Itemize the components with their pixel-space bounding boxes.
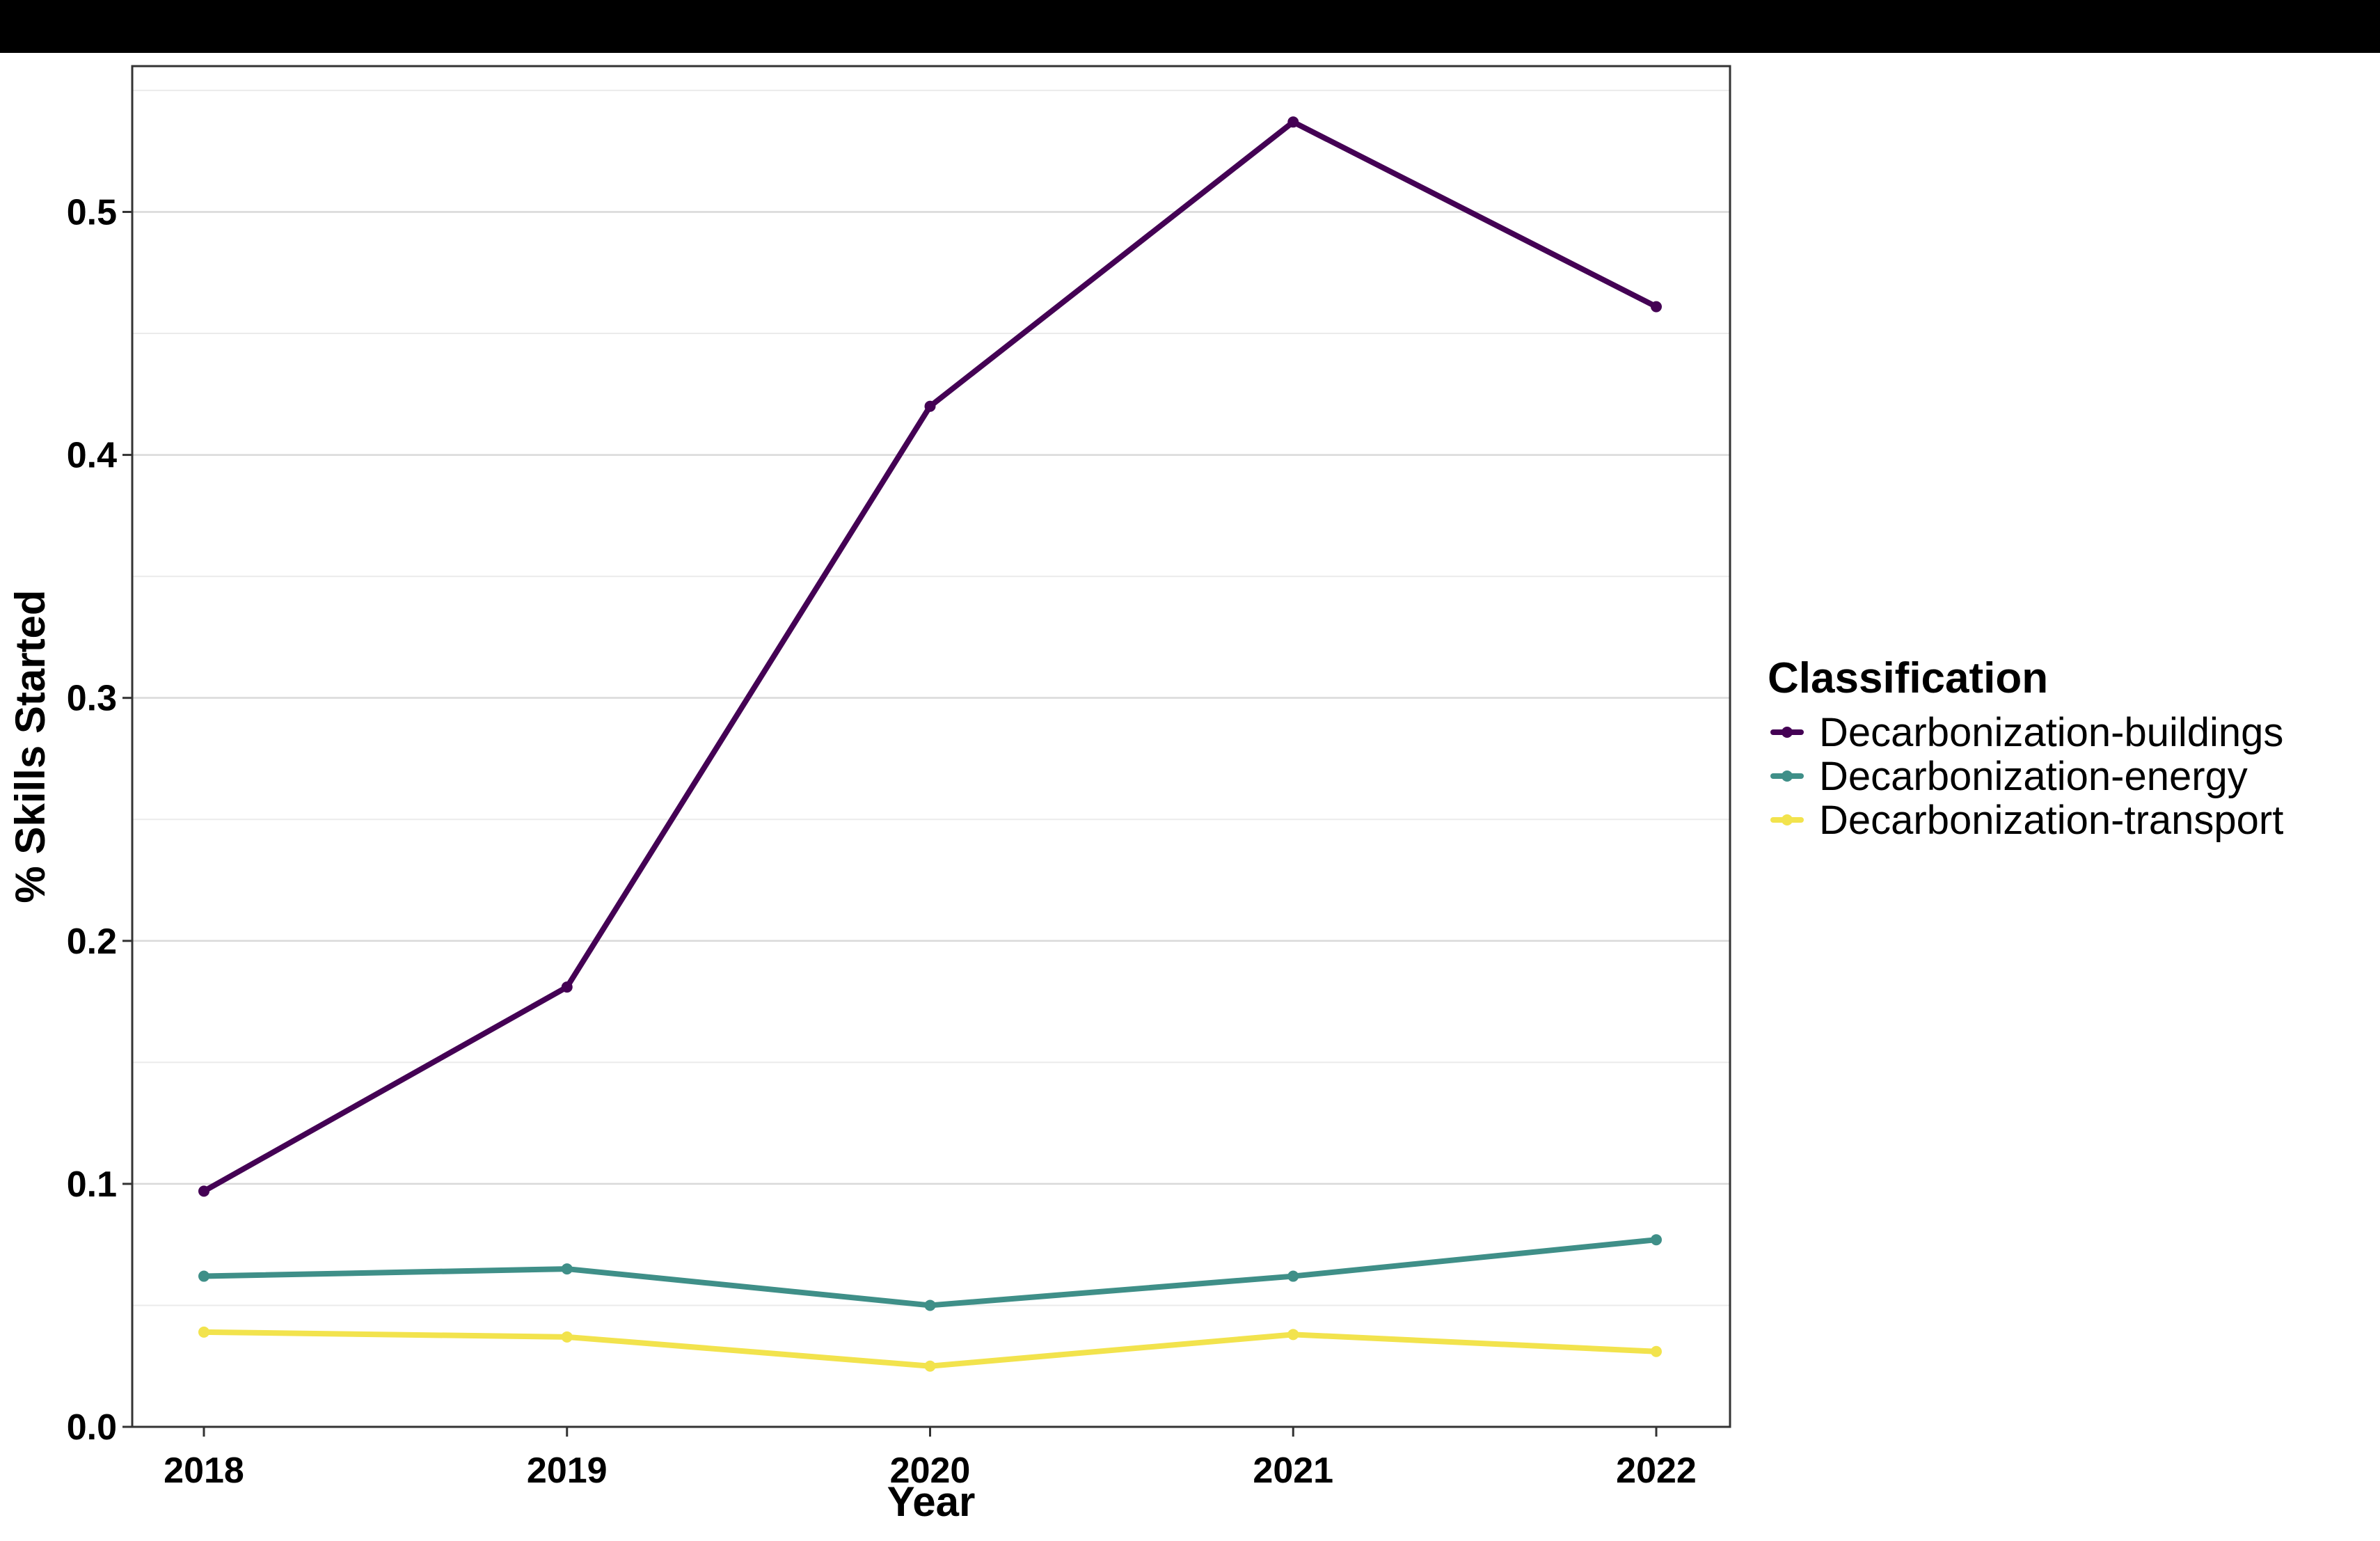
grid-lines: [132, 89, 1730, 1428]
data-point: [198, 1326, 209, 1338]
data-point: [561, 1263, 573, 1275]
y-axis-title: % Skills Started: [7, 590, 54, 903]
data-point: [1287, 1329, 1299, 1341]
data-point: [924, 1299, 936, 1311]
top-band: [0, 0, 2380, 53]
legend-label: Decarbonization-buildings: [1819, 710, 2283, 755]
series-0: [198, 116, 1662, 1197]
series-line: [201, 119, 1659, 1194]
plot-panel-border: [131, 65, 1731, 1428]
data-point: [198, 1185, 209, 1197]
x-tick-label: 2020: [890, 1451, 971, 1491]
data-point: [1287, 116, 1299, 128]
x-axis-title: Year: [887, 1478, 976, 1525]
series-lines: [198, 116, 1662, 1372]
y-tick-label: 0.4: [67, 436, 117, 476]
data-point: [561, 1331, 573, 1343]
legend-key-point: [1782, 770, 1793, 782]
series-2: [198, 1326, 1662, 1372]
y-tick-label: 0.3: [67, 679, 117, 719]
y-tick-label: 0.1: [67, 1164, 117, 1205]
legend-label: Decarbonization-transport: [1819, 798, 2283, 843]
y-tick-label: 0.5: [67, 192, 117, 232]
legend-title: Classification: [1768, 654, 2048, 702]
data-point: [1287, 1270, 1299, 1282]
data-point: [1651, 1345, 1662, 1357]
series-1: [198, 1234, 1662, 1311]
data-point: [198, 1270, 209, 1282]
data-point: [1651, 1234, 1662, 1246]
legend-item: Decarbonization-buildings: [1770, 710, 2283, 755]
x-tick-label: 2018: [164, 1451, 244, 1491]
data-point: [924, 400, 936, 412]
legend-label: Decarbonization-energy: [1819, 754, 2248, 799]
data-point: [924, 1360, 936, 1372]
legend: Classification Decarbonization-buildings…: [1768, 654, 2283, 843]
legend-key-point: [1782, 727, 1793, 738]
legend-item: Decarbonization-transport: [1770, 798, 2283, 843]
data-point: [561, 981, 573, 993]
legend-items: Decarbonization-buildingsDecarbonization…: [1770, 710, 2283, 843]
y-tick-label: 0.0: [67, 1407, 117, 1448]
legend-key-point: [1782, 814, 1793, 825]
x-tick-label: 2019: [527, 1451, 608, 1491]
legend-item: Decarbonization-energy: [1770, 754, 2248, 799]
x-tick-label: 2021: [1253, 1451, 1333, 1491]
y-tick-label: 0.2: [67, 922, 117, 962]
axes: 0.0 0.1 0.2 0.3 0.4 0.5 2018 2019 2020 2021 2022: [67, 192, 1697, 1491]
x-tick-label: 2022: [1616, 1451, 1697, 1491]
series-line: [201, 1237, 1659, 1309]
data-point: [1651, 301, 1662, 313]
